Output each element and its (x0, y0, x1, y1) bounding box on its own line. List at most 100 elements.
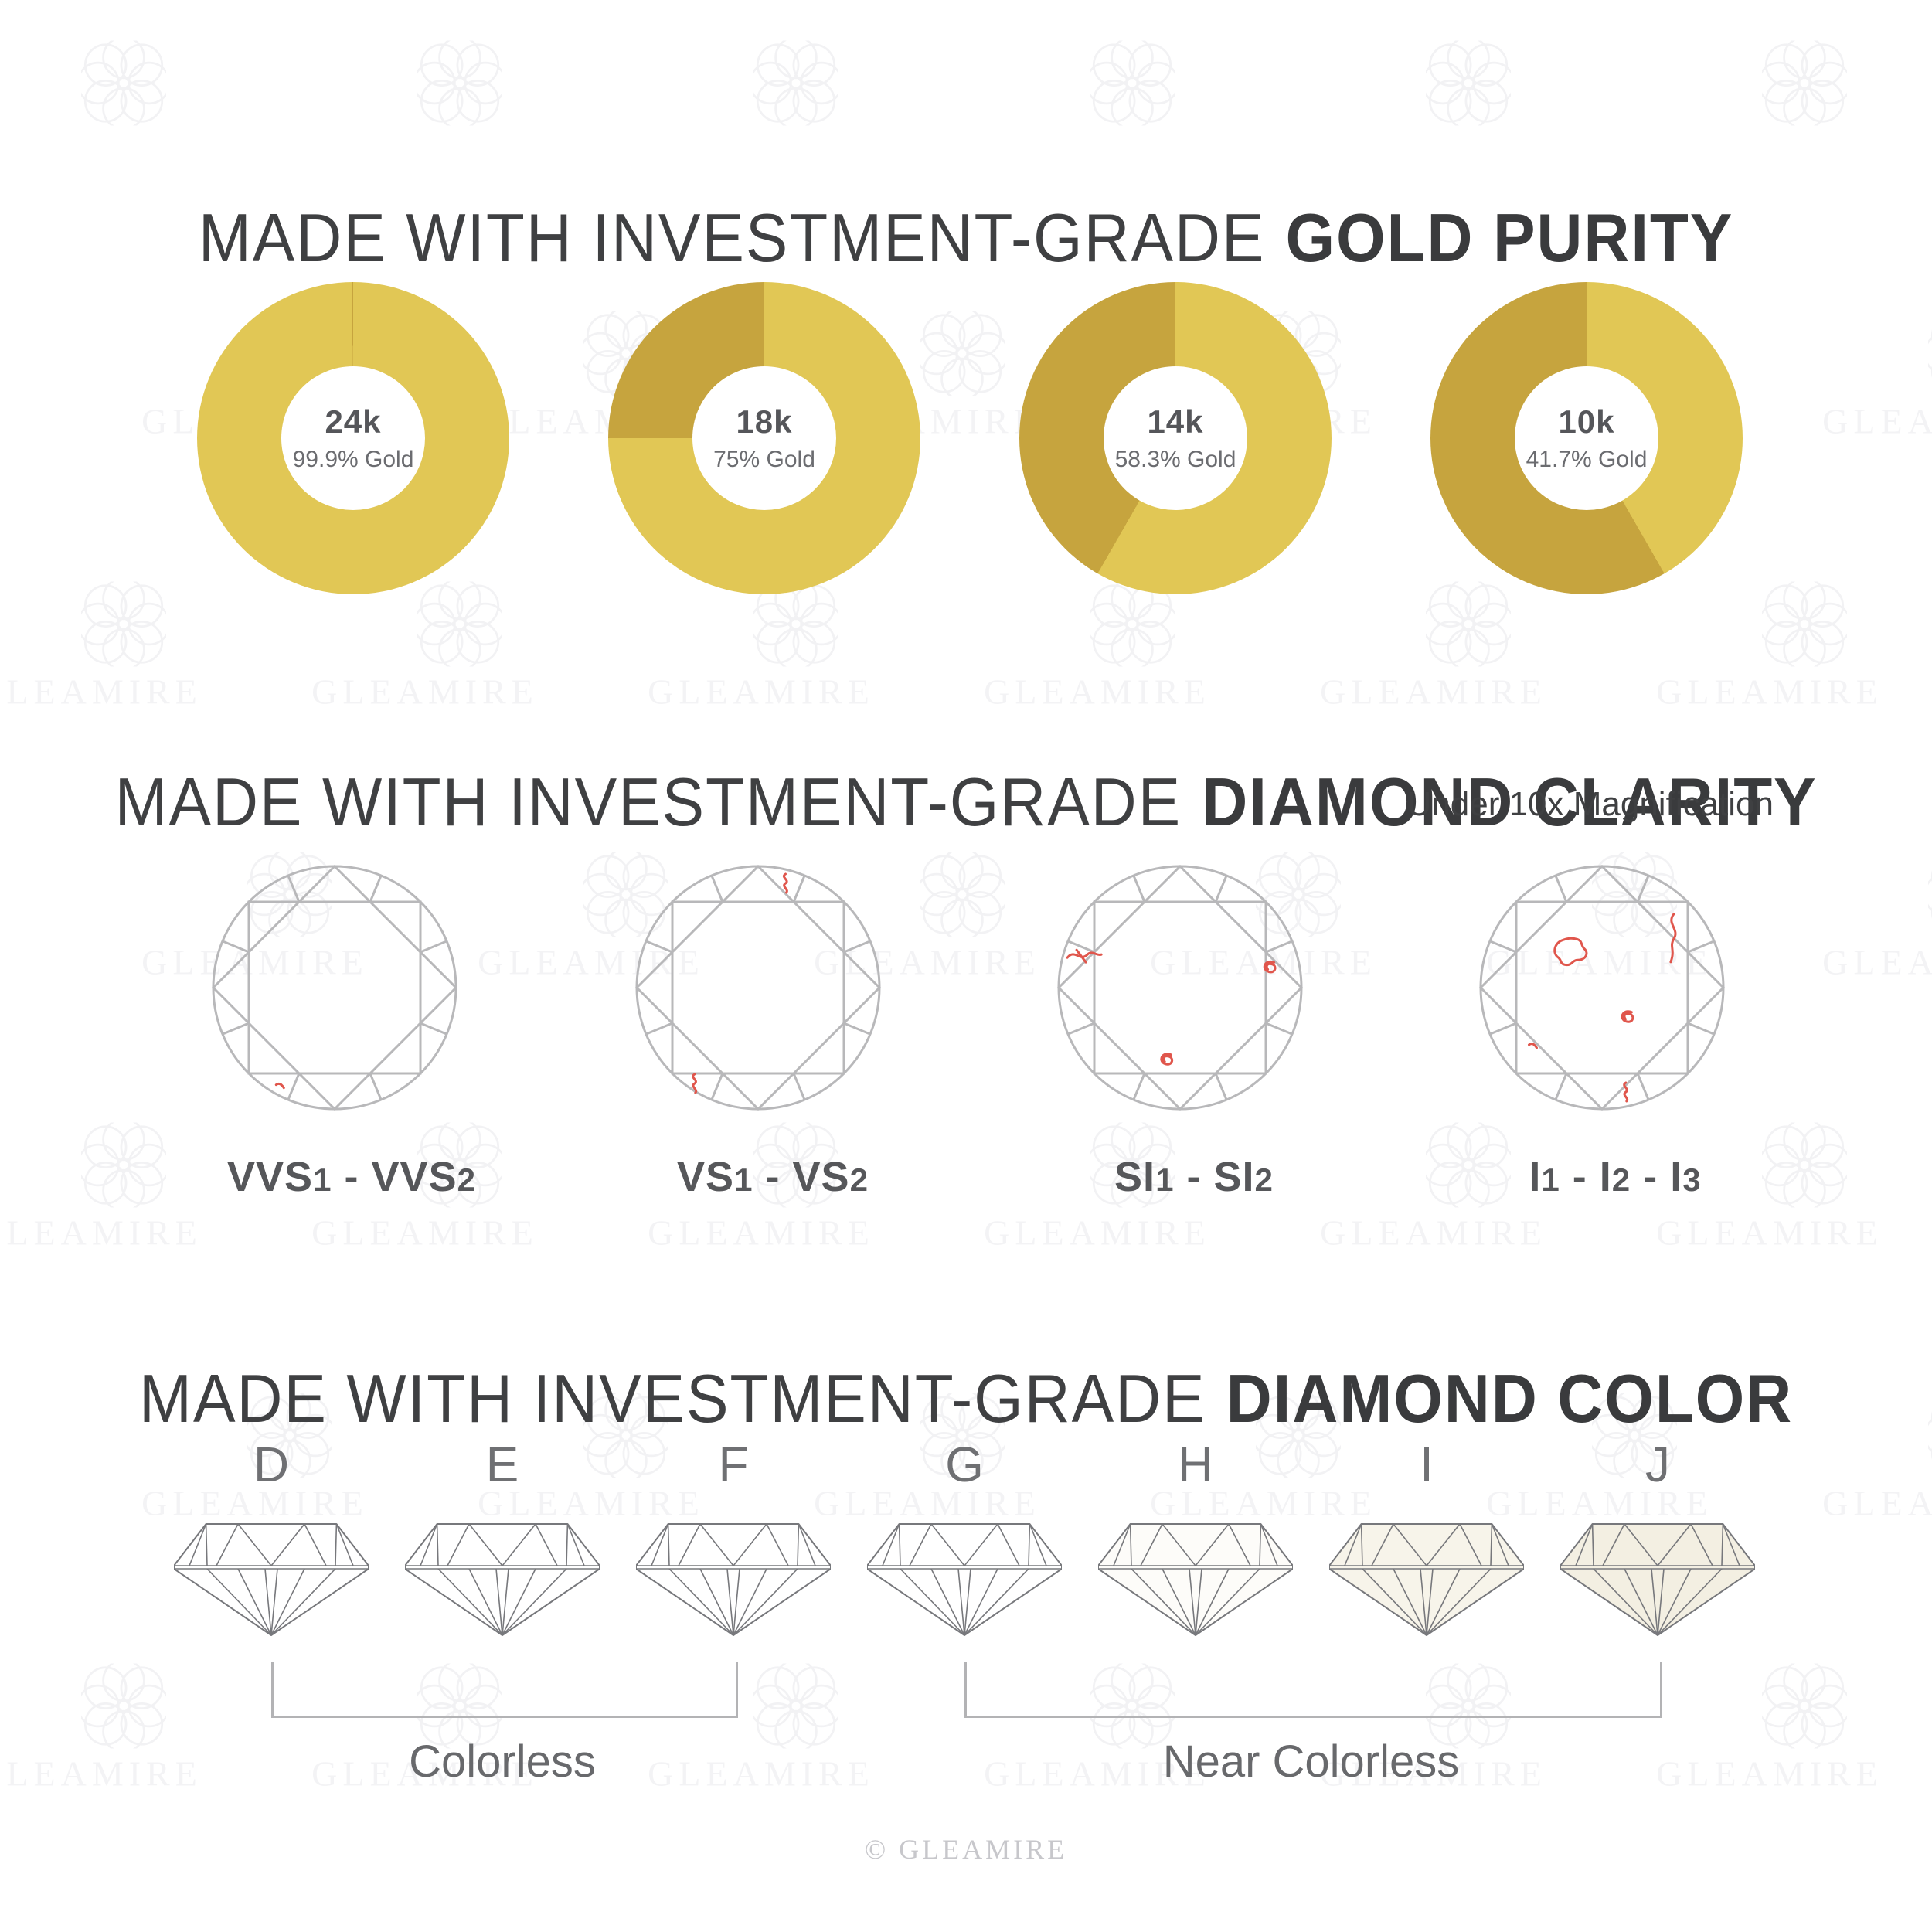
color-grade-letter-f: F (718, 1437, 749, 1492)
brand-rosette-watermark (413, 36, 507, 131)
title-bold-text: GOLD PURITY (1285, 199, 1734, 276)
brand-text-watermark: GLEAMIRE (984, 1753, 1211, 1794)
purity-label: 75% Gold (713, 447, 815, 472)
copyright-brand: © GLEAMIRE (864, 1834, 1068, 1865)
brand-rosette-watermark (413, 577, 507, 672)
brand-text-watermark: GLEAMIRE (0, 1753, 202, 1794)
section-title-diamond-color: MADE WITH INVESTMENT-GRADE DIAMOND COLOR (68, 1359, 1865, 1438)
color-grade-letter-h: H (1177, 1437, 1214, 1492)
diamond-side-view-h (1097, 1521, 1294, 1638)
color-grade-letter-e: E (485, 1437, 519, 1492)
brand-text-watermark: GLEAMIRE (0, 1213, 202, 1253)
brand-rosette-watermark (749, 1658, 843, 1753)
brand-text-watermark: GLEAMIRE (648, 1753, 875, 1794)
brand-text-watermark: GLEAMIRE (1822, 1483, 1932, 1523)
clarity-grade-label-vs: VS1 - VS2 (677, 1154, 869, 1200)
brand-text-watermark: GLEAMIRE (311, 672, 539, 712)
karat-label: 14k (1147, 403, 1204, 440)
diamond-side-view-d (173, 1521, 369, 1638)
brand-rosette-watermark (1757, 1658, 1852, 1753)
title-regular-text: MADE WITH INVESTMENT-GRADE (138, 1359, 1206, 1437)
title-bold-text: DIAMOND COLOR (1226, 1359, 1794, 1437)
brand-rosette-watermark (243, 1388, 337, 1483)
brand-text-watermark: GLEAMIRE (1822, 401, 1932, 441)
brand-rosette-watermark (1085, 1117, 1179, 1213)
donut-chart-18k: 18k 75% Gold (608, 282, 920, 594)
donut-hole: 24k 99.9% Gold (281, 366, 425, 510)
color-grade-letter-d: D (253, 1437, 290, 1492)
brand-text-watermark: GLEAMIRE (478, 1483, 705, 1523)
diamond-side-view-f (635, 1521, 832, 1638)
brand-text-watermark: GLEAMIRE (1656, 672, 1883, 712)
brand-rosette-watermark (1085, 36, 1179, 131)
donut-hole: 14k 58.3% Gold (1104, 366, 1247, 510)
magnification-note: Under 10x Magnification (1406, 785, 1774, 823)
clarity-diagram-vs (627, 856, 889, 1119)
purity-label: 58.3% Gold (1114, 447, 1236, 472)
brand-rosette-watermark (1923, 852, 1932, 941)
color-grade-letter-i: I (1420, 1437, 1434, 1492)
brand-text-watermark: GLEAMIRE (984, 672, 1211, 712)
brand-text-watermark: GLEAMIRE (1320, 672, 1547, 712)
brand-rosette-watermark (915, 306, 1009, 401)
diamond-side-view-j (1560, 1521, 1756, 1638)
section-title-gold-purity: MADE WITH INVESTMENT-GRADE GOLD PURITY (68, 199, 1865, 277)
brand-rosette-watermark (413, 1117, 507, 1213)
karat-label: 24k (325, 403, 382, 440)
brand-text-watermark: GLEAMIRE (1150, 1483, 1377, 1523)
colorless-bracket (271, 1662, 738, 1718)
diamond-side-view-i (1328, 1521, 1525, 1638)
title-regular-text: MADE WITH INVESTMENT-GRADE (114, 763, 1182, 840)
purity-label: 41.7% Gold (1526, 447, 1648, 472)
donut-chart-10k: 10k 41.7% Gold (1430, 282, 1743, 594)
brand-rosette-watermark (77, 577, 171, 672)
diamond-side-view-e (404, 1521, 600, 1638)
brand-text-watermark: GLEAMIRE (984, 1213, 1211, 1253)
color-grade-letter-j: J (1645, 1437, 1670, 1492)
donut-chart-14k: 14k 58.3% Gold (1019, 282, 1332, 594)
clarity-grade-label-si: SI1 - SI2 (1114, 1154, 1274, 1200)
brand-text-watermark: GLEAMIRE (814, 1483, 1041, 1523)
brand-rosette-watermark (1251, 1388, 1345, 1483)
brand-rosette-watermark (915, 847, 1009, 942)
near-colorless-bracket (964, 1662, 1662, 1718)
brand-text-watermark: GLEAMIRE (1486, 1483, 1713, 1523)
brand-rosette-watermark (77, 1117, 171, 1213)
brand-text-watermark: GLEAMIRE (648, 1213, 875, 1253)
section-title-diamond-clarity: MADE WITH INVESTMENT-GRADE DIAMOND CLARIT… (68, 763, 1865, 842)
clarity-diagram-si (1049, 856, 1311, 1119)
brand-text-watermark: GLEAMIRE (141, 1483, 369, 1523)
brand-rosette-watermark (749, 36, 843, 131)
brand-rosette-watermark (77, 1658, 171, 1753)
brand-rosette-watermark (579, 847, 673, 942)
donut-chart-24k: 24k 99.9% Gold (197, 282, 509, 594)
title-bold-text: DIAMOND CLARITY (1202, 763, 1818, 840)
brand-rosette-watermark (1923, 311, 1932, 400)
brand-text-watermark: GLEAMIRE (311, 1213, 539, 1253)
brand-rosette-watermark (1757, 577, 1852, 672)
brand-text-watermark: GLEAMIRE (1150, 942, 1377, 982)
brand-text-watermark: GLEAMIRE (0, 672, 202, 712)
brand-text-watermark: GLEAMIRE (311, 1753, 539, 1794)
title-regular-text: MADE WITH INVESTMENT-GRADE (198, 199, 1266, 276)
brand-rosette-watermark (915, 1388, 1009, 1483)
group-label-colorless: Colorless (409, 1736, 596, 1787)
brand-text-watermark: GLEAMIRE (1656, 1213, 1883, 1253)
brand-text-watermark: GLEAMIRE (1656, 1753, 1883, 1794)
clarity-diagram-vvs (203, 856, 466, 1119)
clarity-diagram-i (1471, 856, 1733, 1119)
clarity-grade-label-i: I1 - I2 - I3 (1529, 1154, 1702, 1200)
group-label-near-colorless: Near Colorless (1162, 1736, 1460, 1787)
brand-text-watermark: GLEAMIRE (1320, 1213, 1547, 1253)
brand-text-watermark: GLEAMIRE (648, 672, 875, 712)
brand-rosette-watermark (77, 36, 171, 131)
color-grade-letter-g: G (945, 1437, 984, 1492)
brand-rosette-watermark (1421, 36, 1515, 131)
purity-label: 99.9% Gold (292, 447, 414, 472)
brand-rosette-watermark (1085, 577, 1179, 672)
donut-hole: 18k 75% Gold (692, 366, 836, 510)
donut-hole: 10k 41.7% Gold (1515, 366, 1658, 510)
karat-label: 10k (1558, 403, 1615, 440)
brand-rosette-watermark (1421, 577, 1515, 672)
